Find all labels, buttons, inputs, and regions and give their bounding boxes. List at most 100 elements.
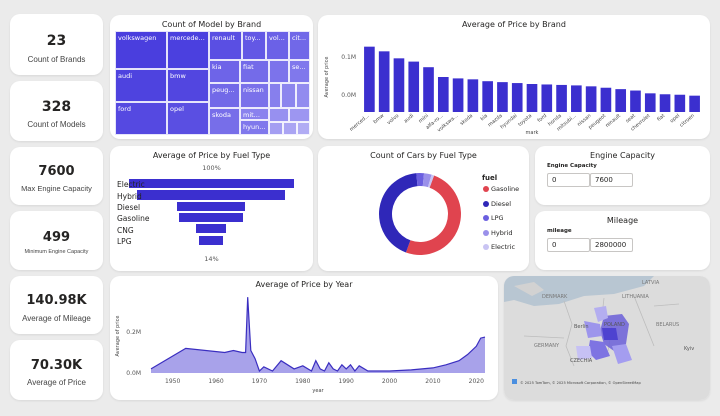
tile-fiat[interactable]: fiat	[240, 60, 269, 83]
funnel-bar-0[interactable]	[128, 179, 294, 189]
tile-nissan[interactable]: nissan	[240, 83, 269, 108]
donut-slice-electric[interactable]	[427, 174, 435, 188]
region-southwest[interactable]	[576, 346, 592, 360]
legend-lpg[interactable]: LPG	[491, 214, 504, 222]
bar-16[interactable]	[600, 87, 612, 112]
bar-0[interactable]	[364, 46, 375, 112]
tile-mitsubishi[interactable]: mit...	[240, 108, 269, 120]
map[interactable]: DENMARK LATVIA LITHUANIA Berlin GERMANY …	[504, 276, 710, 400]
funnel-bar-3[interactable]	[178, 212, 244, 223]
kpi-value: 7600	[38, 164, 75, 179]
tile-bmw[interactable]: bmw	[167, 69, 209, 102]
bar-9[interactable]	[497, 82, 508, 112]
donut-slice-hybrid[interactable]	[422, 173, 432, 188]
brand-price-card: Average of Price by Brand Average of pri…	[318, 15, 710, 139]
funnel-bottom-label: 14%	[204, 255, 219, 263]
bar-11[interactable]	[526, 84, 538, 112]
tile-audi[interactable]: audi	[115, 69, 167, 102]
engine-max-input[interactable]: 7600	[590, 173, 633, 187]
kpi-value: 23	[46, 33, 67, 49]
tile-small-4[interactable]	[296, 83, 310, 108]
legend-gasoline[interactable]: Gasoline	[491, 185, 520, 193]
tile-hyundai[interactable]: hyun...	[240, 120, 269, 135]
funnel-bar-5[interactable]	[199, 235, 223, 245]
bar-12[interactable]	[541, 84, 553, 112]
map-label-latvia: LATVIA	[642, 280, 660, 286]
tile-peugeot[interactable]: peug...	[209, 83, 240, 108]
bar-7[interactable]	[467, 79, 479, 112]
tile-small-6[interactable]	[289, 108, 310, 122]
kpi-value: 140.98K	[26, 293, 87, 308]
kpi-min-engine[interactable]: 499 Minimum Engine Capacity	[10, 211, 103, 270]
bar-18[interactable]	[630, 90, 641, 112]
tile-renault[interactable]: renault	[209, 31, 242, 60]
donut-slice-gasoline[interactable]	[405, 175, 461, 255]
bar-13[interactable]	[556, 84, 567, 112]
tile-small-1[interactable]	[269, 60, 289, 83]
x-tick-label: toyota	[517, 113, 533, 128]
engine-slicer: Engine Capacity Engine Capacity 0 7600	[535, 146, 710, 205]
bar-5[interactable]	[437, 77, 449, 112]
tile-seat[interactable]: se...	[289, 60, 310, 83]
region-east[interactable]	[594, 306, 608, 322]
region-west[interactable]	[584, 321, 602, 338]
treemap-card: Count of Model by Brand volkswagen merce…	[110, 15, 313, 139]
kpi-count-brands[interactable]: 23 Count of Brands	[10, 14, 103, 75]
bar-3[interactable]	[408, 61, 420, 112]
bar-21[interactable]	[674, 94, 686, 112]
kpi-avg-price[interactable]: 70.30K Average of Price	[10, 340, 103, 400]
tile-skoda[interactable]: skoda	[209, 108, 240, 135]
bar-8[interactable]	[482, 81, 493, 112]
bar-15[interactable]	[585, 86, 597, 112]
bar-20[interactable]	[659, 94, 671, 112]
funnel-bar-2[interactable]	[177, 201, 245, 211]
map-card[interactable]: DENMARK LATVIA LITHUANIA Berlin GERMANY …	[504, 276, 710, 400]
map-label-berlin: Berlin	[574, 324, 589, 330]
kpi-count-models[interactable]: 328 Count of Models	[10, 81, 103, 141]
tile-small-8[interactable]	[283, 122, 297, 135]
tile-citroen[interactable]: cit...	[289, 31, 310, 60]
donut-slice-diesel[interactable]	[379, 173, 418, 253]
y-axis-label: Average of price	[324, 57, 330, 98]
map-attribution[interactable]: © 2025 TomTom, © 2025 Microsoft Corporat…	[520, 381, 641, 385]
legend-electric[interactable]: Electric	[491, 243, 516, 251]
mileage-max-input[interactable]: 2800000	[590, 238, 633, 252]
tile-small-9[interactable]	[297, 122, 310, 135]
tile-small-3[interactable]	[281, 83, 296, 108]
tile-toyota[interactable]: toy...	[242, 31, 266, 60]
bar-2[interactable]	[393, 58, 405, 112]
tile-opel[interactable]: opel	[167, 102, 209, 135]
bar-17[interactable]	[615, 89, 627, 112]
tile-small-5[interactable]	[269, 108, 289, 122]
bar-10[interactable]	[511, 83, 523, 112]
bar-4[interactable]	[423, 67, 434, 112]
bar-1[interactable]	[378, 51, 390, 112]
legend-hybrid[interactable]: Hybrid	[491, 229, 513, 237]
tile-volkswagen[interactable]: volkswagen	[115, 31, 167, 69]
donut-slice-lpg[interactable]	[416, 173, 425, 187]
region-central[interactable]	[602, 328, 618, 340]
kpi-avg-mileage[interactable]: 140.98K Average of Mileage	[10, 276, 103, 334]
funnel-bar-4[interactable]	[196, 224, 226, 234]
brand-bars	[364, 46, 700, 112]
bar-14[interactable]	[571, 85, 582, 112]
mileage-min-input[interactable]: 0	[547, 238, 590, 252]
tile-mercedes[interactable]: mercede...	[167, 31, 209, 69]
tile-volvo[interactable]: vol...	[266, 31, 289, 60]
bar-19[interactable]	[644, 93, 656, 112]
land-north	[514, 282, 544, 296]
tile-kia[interactable]: kia	[209, 60, 240, 83]
tile-ford[interactable]: ford	[115, 102, 167, 135]
legend-diesel[interactable]: Diesel	[491, 200, 512, 208]
bar-6[interactable]	[452, 78, 464, 112]
y-axis-label: Average of price	[115, 316, 121, 357]
kpi-max-engine[interactable]: 7600 Max Engine Capacity	[10, 147, 103, 205]
bar-22[interactable]	[689, 95, 700, 112]
region-southeast[interactable]	[612, 344, 632, 364]
engine-min-input[interactable]: 0	[547, 173, 590, 187]
region-south[interactable]	[588, 340, 610, 360]
fuel-count-card: Count of Cars by Fuel Type fuel Gasoline…	[318, 146, 529, 271]
funnel-bar-1[interactable]	[136, 190, 286, 200]
tile-small-2[interactable]	[269, 83, 281, 108]
tile-small-7[interactable]	[269, 122, 283, 135]
